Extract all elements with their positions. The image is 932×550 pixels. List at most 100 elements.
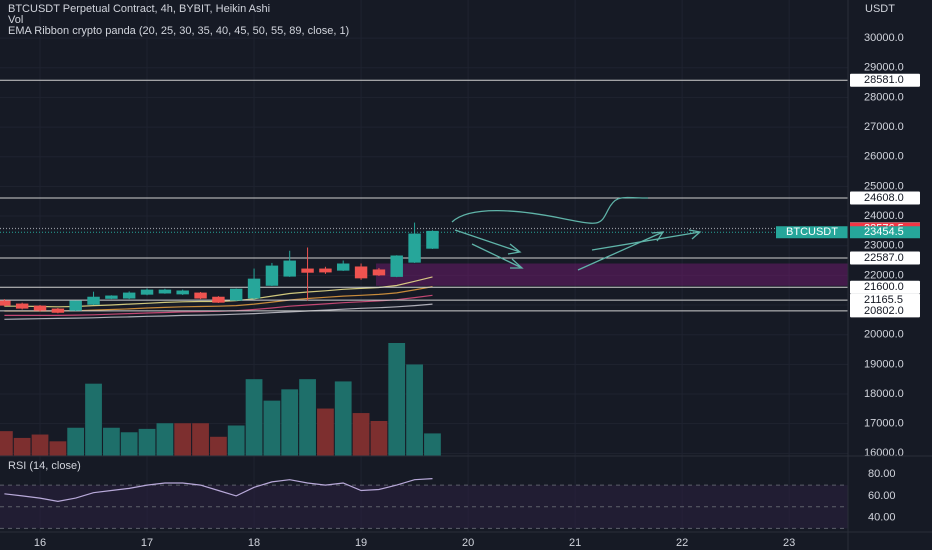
volume-bar: [174, 423, 192, 456]
candle-body: [426, 230, 439, 249]
candle-body: [87, 296, 100, 305]
candle-body: [51, 308, 65, 313]
x-tick-label: 21: [569, 537, 581, 549]
volume-bar: [299, 379, 316, 456]
candle-body: [408, 233, 421, 263]
y-tick-label: 18000.0: [864, 388, 904, 400]
volume-bar: [334, 381, 352, 456]
y-tick-label: 20000.0: [864, 329, 904, 341]
last-price-tag: [850, 226, 920, 239]
x-tick-label: 19: [355, 537, 367, 549]
candle-body: [390, 255, 403, 277]
volume-bar: [370, 420, 388, 456]
rsi-title: RSI (14, close): [8, 460, 81, 472]
drawing-arrow: [591, 229, 702, 251]
candle-body: [158, 289, 172, 294]
candle-body: [301, 268, 314, 273]
y-tick-label: 40.00: [868, 511, 896, 523]
last-price-label: 23454.5: [864, 226, 904, 238]
drawing-arrow: [471, 243, 524, 269]
y-tick-label: 19000.0: [864, 358, 904, 370]
volume-bar: [245, 379, 263, 456]
candle-body: [247, 278, 261, 299]
volume-bar: [406, 364, 423, 456]
y-tick-label: 17000.0: [864, 418, 904, 430]
candle-body: [372, 269, 386, 276]
volume-bar: [388, 343, 406, 456]
volume-bar: [317, 408, 334, 456]
y-axis-label: USDT: [865, 3, 895, 15]
level-tag-label: 22587.0: [864, 252, 904, 264]
y-tick-label: 30000.0: [864, 32, 904, 44]
x-tick-label: 18: [248, 537, 260, 549]
level-tag: [850, 73, 920, 87]
y-tick-label: 22000.0: [864, 269, 904, 281]
drawing-arrow: [454, 229, 522, 255]
level-tag-label: 24608.0: [864, 192, 904, 204]
candle-body: [0, 300, 11, 306]
volume-bar: [0, 431, 13, 456]
y-tick-label: 24000.0: [864, 210, 904, 222]
drawing-arrow: [577, 231, 665, 271]
level-tag: [850, 304, 920, 318]
volume-bar: [192, 423, 209, 456]
y-tick-label: 25000.0: [864, 180, 904, 192]
candle-body: [265, 265, 279, 286]
drawing-curve: [451, 196, 649, 224]
candle-body: [336, 263, 350, 271]
y-tick-label: 23000.0: [864, 240, 904, 252]
candle-body: [176, 290, 189, 295]
candle-body: [212, 296, 225, 303]
volume-bar: [424, 433, 441, 456]
symbol-tag-label: BTCUSDT: [786, 226, 838, 238]
candle-body: [319, 268, 332, 273]
candle-body: [140, 289, 154, 295]
x-tick-label: 22: [676, 537, 688, 549]
volume-bar: [49, 441, 67, 456]
candle-body: [283, 260, 296, 277]
x-tick-label: 16: [34, 537, 46, 549]
volume-bar: [281, 389, 299, 456]
level-tag: [850, 293, 920, 307]
volume-bar: [227, 425, 245, 456]
y-tick-label: 16000.0: [864, 447, 904, 459]
volume-bar: [120, 432, 138, 456]
ema-line: [4, 303, 433, 320]
drawings: [451, 196, 702, 271]
level-tag: [850, 280, 920, 294]
candle-body: [354, 266, 368, 279]
candle-body: [229, 288, 243, 301]
volume-bar: [13, 437, 31, 456]
y-tick-label: 27000.0: [864, 121, 904, 133]
y-tick-label: 80.00: [868, 468, 896, 480]
level-tag: [850, 251, 920, 265]
level-tag-label: 21165.5: [864, 294, 903, 306]
y-tick-label: 60.00: [868, 490, 896, 502]
x-tick-label: 20: [462, 537, 474, 549]
level-tag-label: 20802.0: [864, 305, 904, 317]
x-tick-label: 23: [783, 537, 795, 549]
volume-bar: [67, 427, 85, 456]
candle-body: [33, 305, 47, 311]
volume-bar: [138, 428, 156, 456]
candle-body: [105, 295, 118, 299]
candle-body: [15, 303, 29, 309]
x-tick-label: 17: [141, 537, 153, 549]
indicator-label: EMA Ribbon crypto panda (20, 25, 30, 35,…: [8, 25, 349, 37]
symbol-tag: [776, 226, 848, 239]
zone: [376, 263, 848, 286]
volume-bar: [85, 383, 102, 456]
y-tick-label: 29000.0: [864, 62, 904, 74]
rsi-line: [4, 478, 433, 503]
y-tick-label: 28000.0: [864, 91, 904, 103]
volume-bar: [156, 423, 174, 456]
y-tick-label: 26000.0: [864, 151, 904, 163]
candle-body: [194, 292, 207, 299]
volume-bar: [103, 427, 120, 456]
level-tag: [850, 191, 920, 205]
volume-bar: [352, 413, 370, 456]
candle-body: [122, 292, 136, 299]
indicator-label: Vol: [8, 14, 23, 26]
